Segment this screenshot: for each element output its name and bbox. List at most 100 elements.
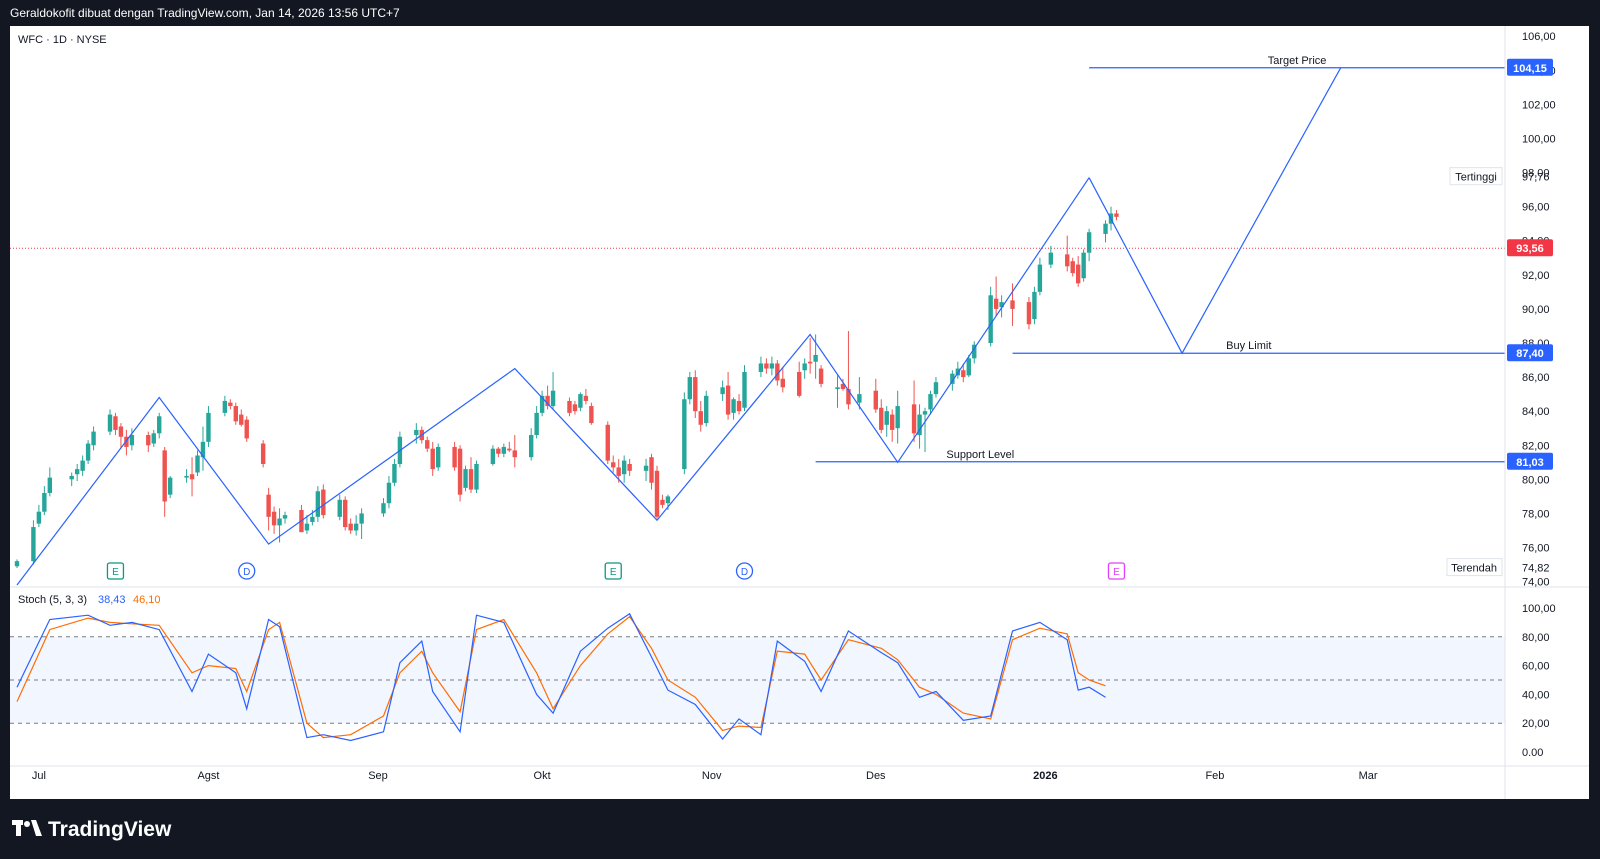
candle[interactable] [435,443,441,471]
candle[interactable] [572,400,578,415]
candle[interactable] [742,365,747,412]
candle[interactable] [282,511,288,524]
candle[interactable] [550,371,556,410]
candle[interactable] [239,409,244,427]
candle[interactable] [107,409,113,436]
candle[interactable] [266,487,271,531]
candle[interactable] [386,475,392,509]
candle[interactable] [911,380,917,442]
candle[interactable] [490,445,496,466]
candle[interactable] [890,409,895,442]
candle[interactable] [966,354,971,378]
candle[interactable] [195,450,200,476]
candle[interactable] [818,365,824,388]
candle[interactable] [474,460,479,493]
candle[interactable] [507,441,512,453]
candle[interactable] [359,508,364,539]
projection-path-line[interactable] [1088,67,1342,355]
candle[interactable] [649,453,654,490]
candle[interactable] [933,377,939,398]
candle[interactable] [1065,235,1070,272]
candle[interactable] [917,404,922,449]
candle[interactable] [200,426,206,471]
tradingview-logo[interactable]: TradingView [12,818,171,842]
candle[interactable] [206,406,211,447]
candle[interactable] [528,428,534,461]
candle[interactable] [693,370,698,418]
candle[interactable] [583,389,589,405]
candle[interactable] [1037,257,1043,296]
candle[interactable] [337,494,342,521]
candle[interactable] [769,356,775,376]
candle[interactable] [1086,228,1092,262]
candle[interactable] [14,559,20,568]
candle[interactable] [884,406,889,437]
candle[interactable] [1075,256,1081,287]
candle[interactable] [47,467,53,497]
stoch-d-line[interactable] [16,615,1106,739]
candle[interactable] [113,412,118,436]
candle[interactable] [698,400,703,432]
candle[interactable] [162,446,167,517]
stoch-title[interactable]: Stoch (5, 3, 3) [18,594,87,606]
symbol-label[interactable]: WFC · 1D · NYSE [18,34,107,46]
stoch-k-line[interactable] [16,612,1106,742]
candle[interactable] [972,341,977,364]
candle[interactable] [42,486,47,516]
candle[interactable] [468,457,474,493]
candle[interactable] [807,337,813,374]
candle[interactable] [922,407,928,453]
upcoming_earnings-badge[interactable]: E [1107,562,1126,580]
candle[interactable] [118,423,124,449]
candle[interactable] [627,458,632,476]
candle[interactable] [780,366,785,393]
candle[interactable] [621,455,627,483]
candle[interactable] [228,399,233,410]
candle[interactable] [589,402,594,425]
candle[interactable] [736,394,742,415]
candle[interactable] [157,412,162,439]
candle[interactable] [381,498,386,517]
zigzag-swing-line[interactable] [16,177,1090,586]
candle[interactable] [353,515,359,536]
candle[interactable] [392,458,397,487]
candle[interactable] [512,435,517,468]
candle[interactable] [315,486,321,522]
candle[interactable] [988,286,993,347]
candle[interactable] [1032,286,1037,325]
candle[interactable] [184,469,189,483]
candle[interactable] [1081,249,1086,282]
candle[interactable] [1048,245,1054,269]
candle[interactable] [961,363,966,383]
candle[interactable] [91,426,96,451]
candle[interactable] [425,436,430,453]
candle[interactable] [720,380,725,401]
candle[interactable] [725,371,731,420]
candle[interactable] [764,358,769,374]
candle[interactable] [660,494,665,509]
candle[interactable] [85,440,91,464]
candle[interactable] [233,402,238,425]
candle[interactable] [775,360,780,386]
candle[interactable] [1114,210,1119,221]
candle[interactable] [260,440,266,468]
earnings-badge[interactable]: E [106,562,125,580]
candle[interactable] [69,472,74,487]
candle[interactable] [129,428,135,451]
candle[interactable] [348,518,353,534]
candle[interactable] [167,475,173,499]
candle[interactable] [74,463,80,482]
earnings-badge[interactable]: E [604,562,622,580]
candle[interactable] [222,395,228,417]
candle[interactable] [430,441,435,476]
candle[interactable] [343,496,348,531]
candle[interactable] [758,356,764,378]
candle[interactable] [1010,283,1015,326]
candle[interactable] [36,504,42,528]
candle[interactable] [124,429,129,456]
candle[interactable] [414,423,419,444]
candle[interactable] [244,416,249,442]
candle[interactable] [534,406,539,439]
candle[interactable] [1103,220,1108,243]
